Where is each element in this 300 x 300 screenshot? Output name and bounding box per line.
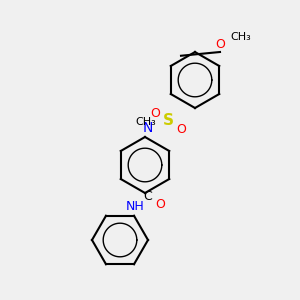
Text: NH: NH [126,200,144,213]
Text: S: S [163,113,173,128]
Text: O: O [150,107,160,120]
Text: CH₃: CH₃ [230,32,251,42]
Text: O: O [155,198,165,211]
Text: O: O [215,38,225,51]
Text: N: N [143,121,153,135]
Text: CH₃: CH₃ [135,117,156,127]
Text: O: O [176,123,186,136]
Text: C: C [144,190,152,203]
